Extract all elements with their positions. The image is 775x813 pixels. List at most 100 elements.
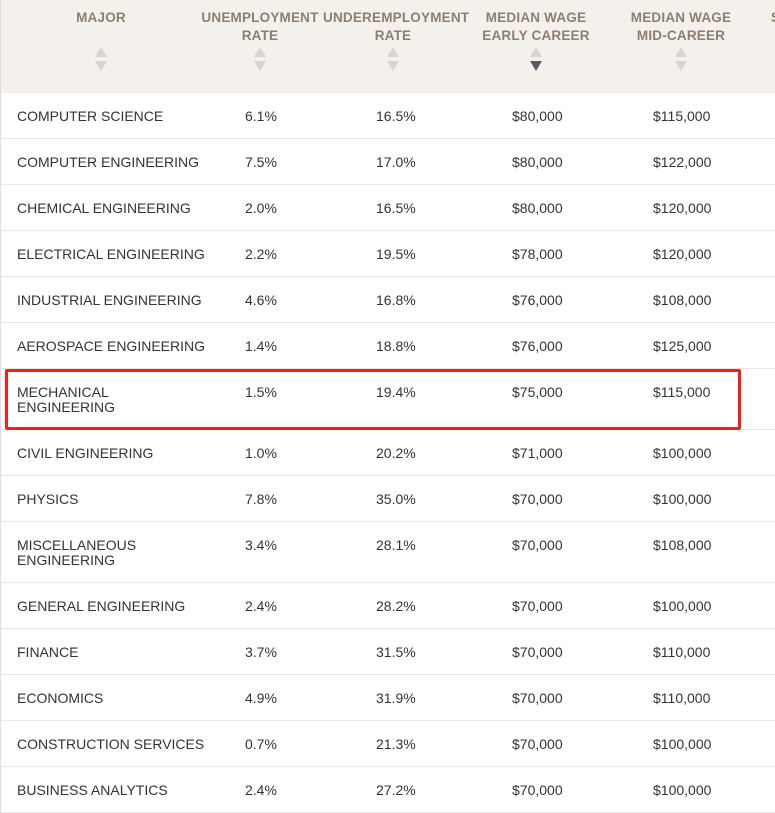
underemployment-rate-cell: 19.5%	[376, 246, 416, 262]
median-wage-early-cell: $80,000	[512, 200, 563, 216]
median-wage-early-cell: $76,000	[512, 338, 563, 354]
major-cell: ECONOMICS	[17, 690, 104, 706]
column-header-median-wage-mid-career[interactable]: MEDIAN WAGE MID-CAREER	[621, 9, 741, 71]
sort-arrows-mid-career[interactable]	[621, 47, 741, 71]
table-body: COMPUTER SCIENCE 6.1% 16.5% $80,000 $115,000…	[0, 93, 775, 813]
underemployment-rate-cell: 16.5%	[376, 200, 416, 216]
column-header-partial[interactable]: S	[771, 9, 775, 27]
unemployment-rate-cell: 2.2%	[245, 246, 277, 262]
table-row: INDUSTRIAL ENGINEERING 4.6% 16.8% $76,000 $1…	[1, 277, 775, 323]
table-row: PHYSICS 7.8% 35.0% $70,000 $100,000	[1, 476, 775, 522]
table-row: COMPUTER ENGINEERING 7.5% 17.0% $80,000 $122…	[1, 139, 775, 185]
major-cell: MECHANICAL ENGINEERING	[17, 384, 116, 415]
table-row: CIVIL ENGINEERING 1.0% 20.2% $71,000 $100,00…	[1, 430, 775, 476]
table-row: BUSINESS ANALYTICS 2.4% 27.2% $70,000 $100,0…	[1, 767, 775, 813]
column-header-label-line2: EARLY CAREER	[482, 27, 590, 43]
unemployment-rate-cell: 6.1%	[245, 108, 277, 124]
sort-ascending-icon[interactable]	[95, 47, 107, 57]
median-wage-early-cell: $80,000	[512, 108, 563, 124]
underemployment-rate-cell: 31.5%	[376, 644, 416, 660]
sort-arrows-major[interactable]	[61, 47, 141, 71]
sort-ascending-icon[interactable]	[675, 47, 687, 57]
underemployment-rate-cell: 21.3%	[376, 736, 416, 752]
median-wage-early-cell: $70,000	[512, 537, 563, 553]
column-header-label-line1: MEDIAN WAGE	[630, 10, 732, 25]
underemployment-rate-cell: 18.8%	[376, 338, 416, 354]
table-row: ECONOMICS 4.9% 31.9% $70,000 $110,000	[1, 675, 775, 721]
sort-descending-active-icon[interactable]	[530, 61, 542, 71]
table-row: GENERAL ENGINEERING 2.4% 28.2% $70,000 $100,…	[1, 583, 775, 629]
sort-arrows-underemployment[interactable]	[323, 47, 463, 71]
sort-arrows-unemployment[interactable]	[199, 47, 321, 71]
median-wage-mid-cell: $115,000	[653, 384, 711, 400]
unemployment-rate-cell: 1.4%	[245, 338, 277, 354]
major-cell: CIVIL ENGINEERING	[17, 445, 154, 461]
table-row: CHEMICAL ENGINEERING 2.0% 16.5% $80,000 $120…	[1, 185, 775, 231]
underemployment-rate-cell: 17.0%	[376, 154, 416, 170]
median-wage-early-cell: $70,000	[512, 736, 563, 752]
column-header-partial-label: S	[771, 9, 775, 27]
sort-descending-icon[interactable]	[675, 61, 687, 71]
major-cell: ELECTRICAL ENGINEERING	[17, 246, 205, 262]
unemployment-rate-cell: 4.9%	[245, 690, 277, 706]
underemployment-rate-cell: 16.5%	[376, 108, 416, 124]
column-header-median-wage-early-career[interactable]: MEDIAN WAGE EARLY CAREER	[475, 9, 597, 71]
column-header-label-line1: UNEMPLOYMENT	[201, 10, 319, 25]
underemployment-rate-cell: 35.0%	[376, 491, 416, 507]
column-header-underemployment-rate[interactable]: UNDEREMPLOYMENT RATE	[323, 9, 470, 71]
median-wage-mid-cell: $120,000	[653, 246, 712, 262]
sort-descending-icon[interactable]	[95, 61, 107, 71]
unemployment-rate-cell: 2.4%	[245, 598, 277, 614]
sort-descending-icon[interactable]	[387, 61, 399, 71]
underemployment-rate-cell: 27.2%	[376, 782, 416, 798]
unemployment-rate-cell: 2.0%	[245, 200, 277, 216]
median-wage-early-cell: $70,000	[512, 690, 563, 706]
unemployment-rate-cell: 7.8%	[245, 491, 277, 507]
sort-ascending-icon[interactable]	[387, 47, 399, 57]
median-wage-mid-cell: $122,000	[653, 154, 712, 170]
unemployment-rate-cell: 1.0%	[245, 445, 277, 461]
median-wage-early-cell: $76,000	[512, 292, 563, 308]
column-header-label-line2: MID-CAREER	[636, 27, 726, 43]
table-row: ELECTRICAL ENGINEERING 2.2% 19.5% $78,000 $1…	[1, 231, 775, 277]
sort-ascending-icon[interactable]	[530, 47, 542, 57]
median-wage-mid-cell: $120,000	[653, 200, 712, 216]
underemployment-rate-cell: 28.1%	[376, 537, 416, 553]
median-wage-mid-cell: $100,000	[653, 782, 712, 798]
sort-ascending-icon[interactable]	[254, 47, 266, 57]
median-wage-early-cell: $71,000	[512, 445, 563, 461]
column-header-unemployment-rate[interactable]: UNEMPLOYMENT RATE	[199, 9, 321, 71]
table-row: AEROSPACE ENGINEERING 1.4% 18.8% $76,000 $12…	[1, 323, 775, 369]
major-cell: GENERAL ENGINEERING	[17, 598, 186, 614]
major-cell: COMPUTER ENGINEERING	[17, 154, 200, 170]
table-header: MAJOR UNEMPLOYMENT RATE UNDEREMPLOYMENT …	[0, 0, 775, 93]
median-wage-mid-cell: $100,000	[653, 736, 712, 752]
median-wage-early-cell: $75,000	[512, 384, 563, 400]
column-header-major[interactable]: MAJOR	[61, 9, 141, 71]
column-header-label-line1: MEDIAN WAGE	[485, 10, 587, 25]
unemployment-rate-cell: 4.6%	[245, 292, 277, 308]
major-cell: CHEMICAL ENGINEERING	[17, 200, 191, 216]
table-row: CONSTRUCTION SERVICES 0.7% 21.3% $70,000 $10…	[1, 721, 775, 767]
unemployment-rate-cell: 3.4%	[245, 537, 277, 553]
column-header-major-label: MAJOR	[76, 10, 126, 25]
unemployment-rate-cell: 2.4%	[245, 782, 277, 798]
major-cell: CONSTRUCTION SERVICES	[17, 736, 205, 752]
median-wage-mid-cell: $125,000	[653, 338, 712, 354]
median-wage-early-cell: $70,000	[512, 491, 563, 507]
sort-arrows-early-career[interactable]	[475, 47, 597, 71]
major-cell: FINANCE	[17, 644, 79, 660]
column-header-label-line2: RATE	[241, 27, 279, 43]
median-wage-early-cell: $70,000	[512, 782, 563, 798]
unemployment-rate-cell: 0.7%	[245, 736, 277, 752]
column-header-label-line1: UNDEREMPLOYMENT	[323, 10, 470, 25]
median-wage-early-cell: $70,000	[512, 598, 563, 614]
table-row: FINANCE 3.7% 31.5% $70,000 $110,000	[1, 629, 775, 675]
major-cell: MISCELLANEOUS ENGINEERING	[17, 537, 137, 568]
median-wage-mid-cell: $100,000	[653, 598, 712, 614]
median-wage-mid-cell: $100,000	[653, 445, 712, 461]
sort-descending-icon[interactable]	[254, 61, 266, 71]
underemployment-rate-cell: 20.2%	[376, 445, 416, 461]
underemployment-rate-cell: 16.8%	[376, 292, 416, 308]
